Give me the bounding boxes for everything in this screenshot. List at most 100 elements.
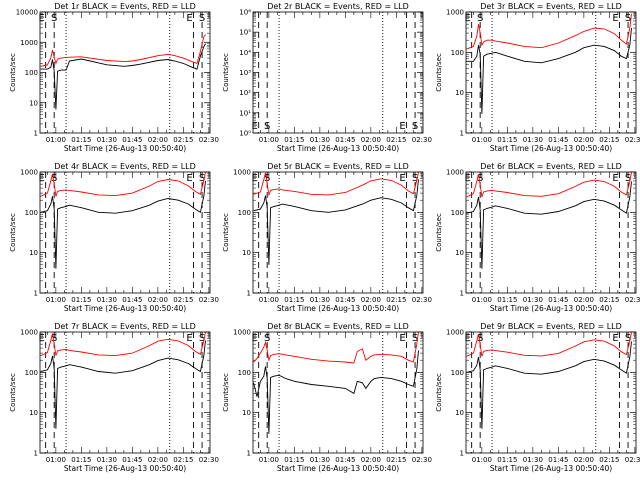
x-tick-label: 02:15 <box>173 136 193 144</box>
series-line-lld <box>40 34 206 67</box>
x-tick-label: 01:00 <box>259 456 279 464</box>
marker-label: S <box>51 13 57 24</box>
x-tick-label: 02:30 <box>625 136 640 144</box>
series-line-events <box>466 181 632 269</box>
y-tick-label: 10 <box>29 409 38 417</box>
plot-frame <box>465 171 637 294</box>
y-axis-label: Counts/sec <box>222 53 230 92</box>
marker-label: E <box>465 173 471 184</box>
marker-label: S <box>264 173 270 184</box>
plot-frame <box>252 11 424 134</box>
x-tick-label: 01:15 <box>71 456 91 464</box>
marker-label: S <box>625 13 631 24</box>
x-tick-label: 02:00 <box>574 136 594 144</box>
marker-label: E <box>465 13 471 24</box>
marker-label: S <box>412 333 418 344</box>
series-line-events <box>40 340 206 429</box>
plot-frame <box>252 171 424 294</box>
x-axis-label: Start Time (26-Aug-13 00:50:40) <box>64 464 186 473</box>
y-tick-label: 10000 <box>16 9 38 17</box>
x-tick-label: 02:00 <box>361 296 381 304</box>
y-tick-label: 1 <box>34 290 38 298</box>
y-tick-label: 100 <box>451 49 464 57</box>
x-tick-label: 01:30 <box>310 136 330 144</box>
x-tick-label: 01:00 <box>46 296 66 304</box>
series-line-lld <box>40 332 206 357</box>
plot-frame <box>39 11 211 134</box>
y-tick-label: 10 <box>455 89 464 97</box>
y-tick-label: 1000 <box>20 169 38 177</box>
series-line-events <box>253 350 419 434</box>
chart-title: Det 6r BLACK = Events, RED = LLD <box>480 162 622 171</box>
x-tick-label: 02:00 <box>574 296 594 304</box>
chart-panel-3: Det 3r BLACK = Events, RED = LLD 1 10 100 10… <box>435 2 640 153</box>
marker-label: E <box>252 333 258 344</box>
series-line-lld <box>253 331 419 364</box>
plot-frame <box>39 171 211 294</box>
y-tick-label: 10 <box>242 249 251 257</box>
chart-panel-4: Det 4r BLACK = Events, RED = LLD 1 10 100 10… <box>9 162 219 313</box>
series-line-events <box>40 180 206 269</box>
marker-label: S <box>477 173 483 184</box>
marker-label: E <box>186 333 192 344</box>
chart-title: Det 5r BLACK = Events, RED = LLD <box>267 162 409 171</box>
marker-label: S <box>412 173 418 184</box>
x-tick-label: 02:00 <box>574 456 594 464</box>
y-tick-label: 10 <box>29 99 38 107</box>
x-tick-label: 02:15 <box>173 456 193 464</box>
y-tick-label: 10 <box>455 249 464 257</box>
y-tick-label: 10³ <box>239 69 251 77</box>
y-tick-label: 100 <box>25 69 38 77</box>
y-tick-label: 1 <box>460 130 464 138</box>
y-tick-label: 100 <box>238 369 251 377</box>
x-tick-label: 01:45 <box>122 136 142 144</box>
x-tick-label: 01:15 <box>71 296 91 304</box>
marker-label: E <box>612 13 618 24</box>
marker-label: E <box>399 333 405 344</box>
x-tick-label: 02:30 <box>625 456 640 464</box>
x-tick-label: 01:45 <box>335 296 355 304</box>
x-tick-label: 02:15 <box>599 296 619 304</box>
marker-label: S <box>477 333 483 344</box>
x-axis-label: Start Time (26-Aug-13 00:50:40) <box>490 464 612 473</box>
series-line-events <box>40 43 206 110</box>
marker-label: E <box>252 173 258 184</box>
series-line-lld <box>466 332 632 357</box>
marker-label: S <box>51 173 57 184</box>
x-tick-label: 01:00 <box>46 456 66 464</box>
y-axis-label: Counts/sec <box>9 213 17 252</box>
x-tick-label: 01:45 <box>548 296 568 304</box>
x-tick-label: 02:30 <box>412 456 432 464</box>
x-tick-label: 02:15 <box>599 136 619 144</box>
marker-label: S <box>199 333 205 344</box>
y-tick-label: 10 <box>29 249 38 257</box>
marker-label: E <box>252 121 258 132</box>
y-tick-label: 1 <box>34 450 38 458</box>
chart-title: Det 3r BLACK = Events, RED = LLD <box>480 2 622 11</box>
y-tick-label: 10⁵ <box>239 29 251 37</box>
chart-panel-6: Det 6r BLACK = Events, RED = LLD 1 10 100 10… <box>435 162 640 313</box>
y-tick-label: 1 <box>460 450 464 458</box>
series-line-events <box>466 341 632 429</box>
y-tick-label: 100 <box>238 209 251 217</box>
x-tick-label: 01:30 <box>523 296 543 304</box>
chart-panel-1: Det 1r BLACK = Events, RED = LLD 1 10 100 10… <box>9 2 219 153</box>
y-axis-label: Counts/sec <box>435 53 443 92</box>
x-tick-label: 01:00 <box>472 136 492 144</box>
x-tick-label: 01:30 <box>97 296 117 304</box>
x-tick-label: 01:15 <box>284 456 304 464</box>
y-tick-label: 1000 <box>233 169 251 177</box>
x-axis-label: Start Time (26-Aug-13 00:50:40) <box>277 304 399 313</box>
series-line-events <box>466 28 632 114</box>
x-tick-label: 02:00 <box>361 136 381 144</box>
x-tick-label: 01:45 <box>335 136 355 144</box>
y-tick-label: 1 <box>460 290 464 298</box>
x-tick-label: 02:30 <box>199 136 219 144</box>
y-tick-label: 10⁴ <box>239 49 251 57</box>
y-tick-label: 1000 <box>233 329 251 337</box>
y-axis-label: Counts/sec <box>9 373 17 412</box>
chart-panel-5: Det 5r BLACK = Events, RED = LLD 1 10 100 10… <box>222 162 432 313</box>
y-axis-label: Counts/sec <box>222 213 230 252</box>
y-tick-label: 100 <box>25 369 38 377</box>
x-tick-label: 01:00 <box>472 296 492 304</box>
